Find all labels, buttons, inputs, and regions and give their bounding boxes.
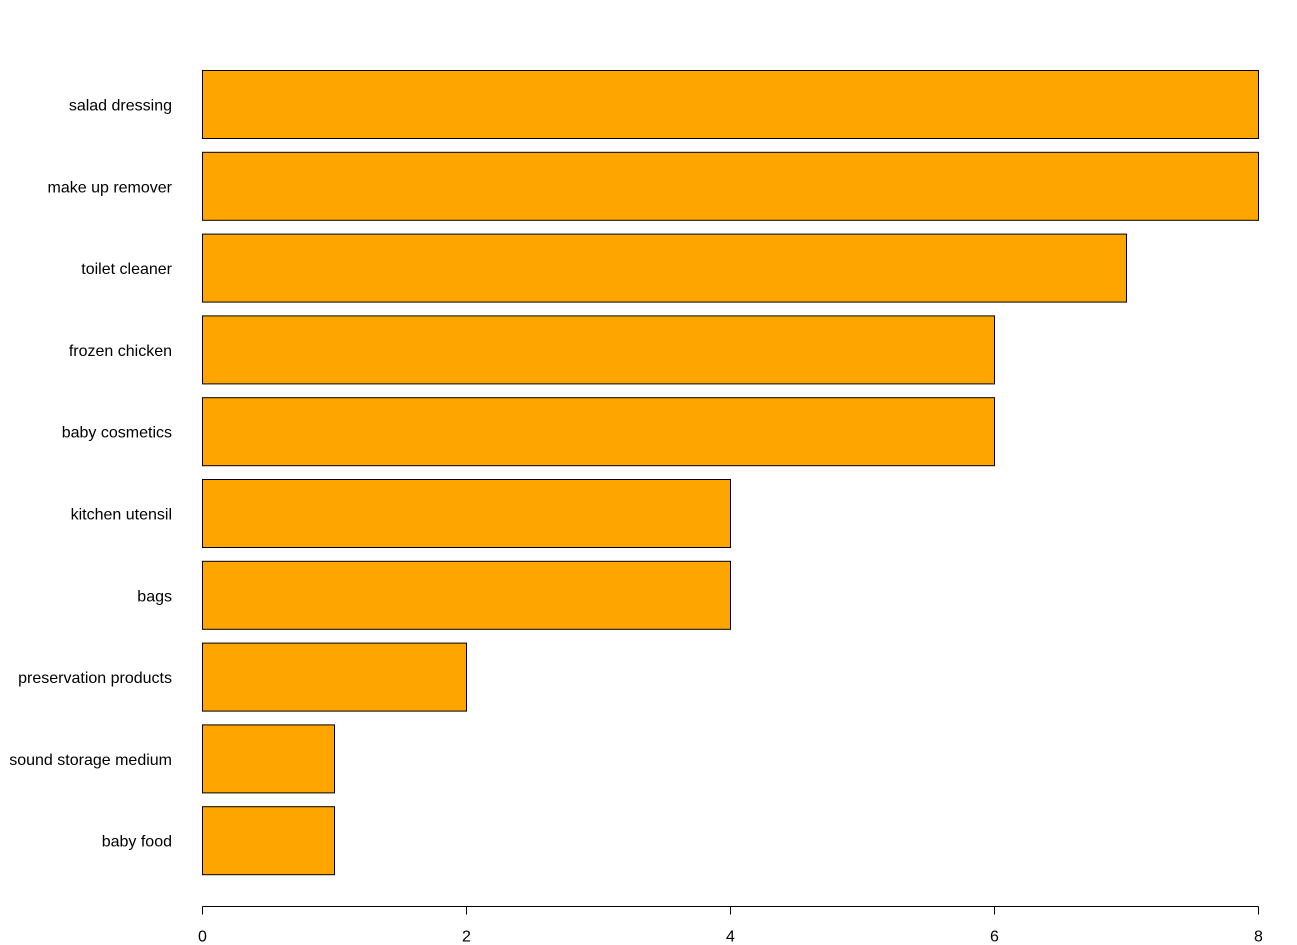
x-tick-label-6: 6 bbox=[990, 929, 999, 945]
category-label-kitchen-utensil: kitchen utensil bbox=[71, 507, 172, 524]
x-tick-label-0: 0 bbox=[198, 929, 207, 945]
bar-preservation-products bbox=[202, 642, 467, 712]
category-label-toilet-cleaner: toilet cleaner bbox=[81, 261, 172, 278]
bar-salad-dressing bbox=[202, 70, 1259, 139]
category-label-make-up-remover: make up remover bbox=[48, 179, 173, 196]
bar-toilet-cleaner bbox=[202, 233, 1127, 303]
category-label-frozen-chicken: frozen chicken bbox=[69, 343, 172, 360]
category-label-baby-cosmetics: baby cosmetics bbox=[62, 425, 172, 442]
category-label-preservation-products: preservation products bbox=[18, 670, 172, 687]
x-tick-label-2: 2 bbox=[462, 929, 471, 945]
category-label-sound-storage-medium: sound storage medium bbox=[9, 752, 172, 769]
category-label-salad-dressing: salad dressing bbox=[69, 98, 172, 115]
x-tick-label-4: 4 bbox=[726, 929, 735, 945]
x-tick-label-8: 8 bbox=[1254, 929, 1263, 945]
x-axis: 0 2 4 6 8 bbox=[198, 906, 1263, 945]
bar-baby-food bbox=[202, 806, 335, 876]
bar-sound-storage-medium bbox=[202, 724, 335, 794]
category-label-bags: bags bbox=[137, 588, 172, 605]
bar-frozen-chicken bbox=[202, 315, 995, 385]
bar-make-up-remover bbox=[202, 151, 1259, 221]
bars-group bbox=[202, 70, 1259, 876]
bar-baby-cosmetics bbox=[202, 397, 995, 467]
category-labels: salad dressing make up remover toilet clea… bbox=[9, 98, 172, 851]
bar-kitchen-utensil bbox=[202, 479, 731, 548]
category-label-baby-food: baby food bbox=[102, 834, 172, 851]
bar-bags bbox=[202, 560, 731, 630]
